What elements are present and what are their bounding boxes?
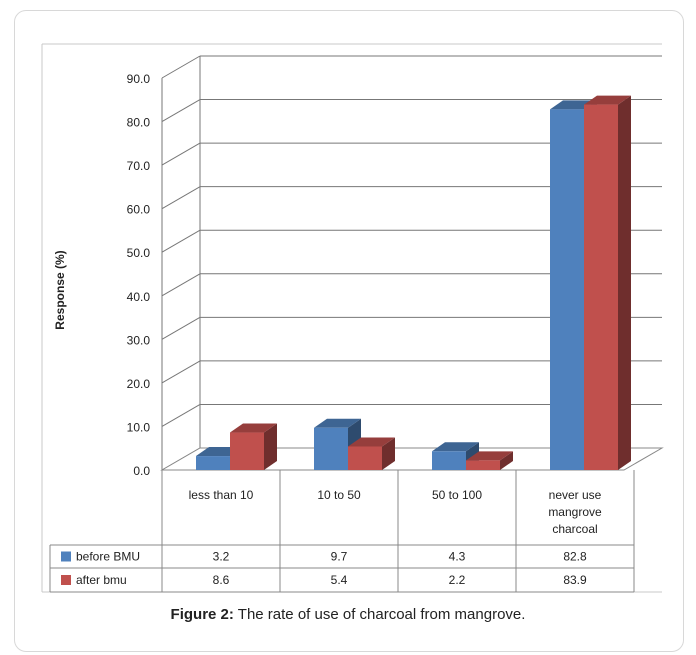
category-label: 10 to 50 (317, 488, 361, 502)
data-label: 9.7 (331, 550, 348, 564)
y-tick-label: 10.0 (127, 420, 151, 434)
y-tick-label: 0.0 (133, 464, 150, 478)
bar-after-1 (264, 423, 277, 470)
y-tick-label: 90.0 (127, 72, 151, 86)
category-label: charcoal (552, 522, 597, 536)
bar-after-2 (382, 437, 395, 470)
bar-after-2 (348, 437, 395, 447)
y-tick-label: 80.0 (127, 116, 151, 130)
gridline-side-6 (161, 186, 201, 210)
bar-before-2 (314, 418, 361, 428)
bar-after-4 (618, 95, 631, 471)
gridline-side-1 (161, 404, 201, 427)
gridline-side-4 (161, 273, 201, 297)
bar-after-4 (584, 104, 618, 471)
y-axis-title: Response (%) (53, 250, 67, 329)
data-label: 5.4 (331, 573, 348, 587)
y-tick-label: 40.0 (127, 290, 151, 304)
legend-label-before: before BMU (76, 550, 140, 564)
gridline-side-3 (161, 316, 201, 340)
bar-after-3 (500, 451, 513, 470)
legend-swatch-after (61, 575, 71, 585)
bar-before-1 (196, 456, 230, 470)
bar-after-1 (230, 432, 264, 470)
category-label: 50 to 100 (432, 488, 482, 502)
data-label: 8.6 (213, 573, 230, 587)
gridline-side-5 (161, 229, 201, 253)
gridline-side-2 (161, 360, 201, 384)
figure-caption: Figure 2: The rate of use of charcoal fr… (0, 606, 696, 623)
category-label: never use (549, 488, 602, 502)
bar-before-3 (432, 451, 466, 470)
data-label: 82.8 (563, 550, 587, 564)
bar-chart: 0.0 10.0 20.0 30.0 40.0 50.0 60.0 70.0 80.0 90.0 R… (41, 43, 664, 593)
bar-after-2 (348, 446, 382, 470)
caption-text: The rate of use of charcoal from mangrov… (233, 606, 526, 623)
bar-before-2 (314, 427, 348, 470)
category-label: less than 10 (189, 488, 254, 502)
bar-before-3 (432, 442, 479, 452)
bar-after-4 (584, 95, 631, 105)
gridline-side-9 (161, 55, 201, 79)
data-label: 2.2 (449, 573, 466, 587)
y-tick-label: 50.0 (127, 246, 151, 260)
y-tick-label: 60.0 (127, 203, 151, 217)
bar-before-4 (550, 109, 584, 471)
data-label: 4.3 (449, 550, 466, 564)
category-label: mangrove (548, 505, 602, 519)
bar-after-3 (466, 451, 513, 461)
y-tick-label: 20.0 (127, 377, 151, 391)
y-tick-label: 30.0 (127, 333, 151, 347)
legend-label-after: after bmu (76, 573, 127, 587)
bar-after-1 (230, 423, 277, 433)
data-label: 83.9 (563, 573, 587, 587)
legend-swatch-before (61, 551, 71, 562)
bar-after-3 (466, 460, 500, 470)
caption-label: Figure 2: (170, 606, 234, 623)
gridline-side-8 (161, 99, 201, 122)
gridline-side-7 (161, 142, 201, 166)
y-tick-label: 70.0 (127, 159, 151, 173)
data-label: 3.2 (213, 550, 230, 564)
